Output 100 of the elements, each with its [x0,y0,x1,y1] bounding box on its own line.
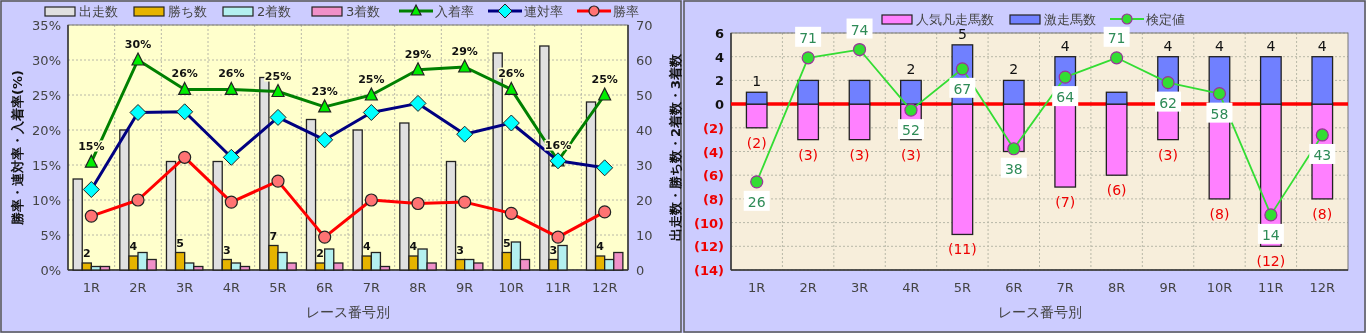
x-tick-label: 6R [316,280,334,295]
y-tick-label: 35% [32,18,61,33]
data-label: (2) [746,134,767,151]
data-label: 26% [218,67,245,81]
y-tick-label: (12) [694,239,724,255]
legend-label: 人気凡走馬数 [916,12,994,27]
x-tick-label: 8R [409,280,427,295]
y2-tick-label: 30 [636,158,653,173]
y-tick-label: (2) [703,120,724,136]
data-label: (6) [1106,182,1127,199]
x-tick-label: 11R [545,280,571,295]
data-label: (3) [901,146,921,163]
y2-tick-label: 10 [636,228,653,243]
legend-label: 連対率 [524,4,563,19]
data-label: 30% [124,38,152,51]
data-label: 3 [549,243,558,257]
data-label: 52 [902,122,920,139]
data-label: 26% [171,67,198,81]
data-label: 71 [1107,29,1126,46]
legend-label: 勝率 [613,4,639,19]
data-label: 2 [316,247,324,260]
x-tick-label: 10R [1206,280,1233,295]
y-tick-label: (6) [703,168,724,184]
data-label: 62 [1159,94,1177,111]
data-label: 71 [799,29,818,46]
data-label: 43 [1313,146,1332,163]
data-label: 3 [456,243,464,257]
x-tick-label: 7R [1056,280,1074,295]
data-label: (3) [1158,146,1178,163]
y-tick-label: 0 [714,97,724,113]
y-tick-label: 0% [40,263,61,278]
y2-tick-label: 70 [636,18,653,33]
data-label: 4 [1266,37,1276,54]
y-axis-title: 勝率・連対率・入着率(%) [10,70,25,226]
legend-label: 2着数 [257,4,292,19]
x-tick-label: 3R [176,280,194,295]
x-tick-label: 12R [1309,280,1336,295]
data-label: (3) [798,146,819,163]
data-label: (3) [849,146,870,163]
y2-tick-label: 50 [636,88,653,103]
x-tick-label: 2R [129,280,147,295]
data-label: 2 [906,61,916,78]
y2-tick-label: 20 [636,193,653,208]
data-label: 74 [850,21,869,38]
y-tick-label: 6 [714,26,724,41]
data-label: (11) [948,241,977,258]
data-label: 4 [596,240,605,253]
data-label: 29% [451,45,478,58]
x-tick-label: 4R [902,280,920,295]
legend-label: 出走数 [79,4,118,19]
y2-tick-label: 60 [636,53,653,68]
data-label: 4 [1215,37,1224,54]
legend-label: 3着数 [346,4,381,19]
x-tick-label: 5R [269,280,287,295]
data-label: 2 [82,247,91,260]
data-label: 4 [129,240,138,253]
x-axis-title: レース番号別 [997,304,1082,320]
y-tick-label: 2 [714,73,724,89]
x-axis-title: レース番号別 [306,304,390,320]
x-tick-label: 8R [1107,280,1126,295]
data-label: 1 [752,73,762,90]
data-label: (12) [1256,253,1286,270]
legend-label: 入着率 [435,4,474,19]
data-label: 5 [957,25,967,42]
data-label: 29% [404,47,432,61]
data-label: 64 [1056,89,1075,106]
data-label: 5 [176,236,184,250]
x-tick-label: 3R [850,280,869,295]
data-label: (8) [1312,205,1333,222]
data-label: 2 [1009,61,1019,78]
data-label: 4 [1060,37,1070,54]
data-label: 3 [222,243,231,257]
legend-label: 激走馬数 [1044,12,1096,27]
y2-axis-title: 出走数・勝ち数・2着数・3着数 [668,52,683,242]
x-tick-label: 6R [1005,280,1023,295]
x-tick-label: 5R [953,280,972,295]
y-tick-label: 30% [32,53,61,68]
legend-label: 検定値 [1146,12,1185,27]
data-label: (8) [1209,205,1230,222]
y-tick-label: 10% [32,193,61,208]
y-tick-label: 15% [32,158,61,173]
x-tick-label: 2R [799,280,817,295]
data-label: 5 [502,236,511,250]
x-tick-label: 1R [82,280,100,295]
data-label: 25% [591,73,618,86]
y-tick-label: 5% [40,228,61,243]
data-label: 26 [747,193,766,210]
x-tick-label: 7R [362,280,380,295]
y2-tick-label: 40 [636,123,653,138]
y-tick-label: 4 [714,49,724,65]
y-tick-label: (10) [694,215,724,231]
x-tick-label: 9R [1159,280,1177,295]
legend-label: 勝ち数 [168,4,207,19]
x-tick-label: 4R [222,280,240,295]
y-tick-label: 20% [32,123,61,138]
x-tick-label: 9R [456,280,474,295]
data-label: 38 [1004,160,1023,177]
y-tick-label: (8) [703,191,724,207]
data-label: 23% [311,84,338,98]
x-tick-label: 12R [591,280,618,295]
